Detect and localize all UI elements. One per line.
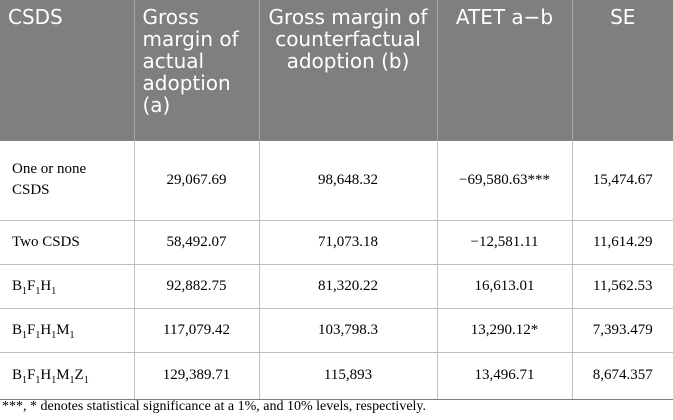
row-label: Two CSDS [0, 220, 135, 265]
cell-atet: −12,581.11 [437, 220, 573, 265]
cell-actual: 58,492.07 [134, 220, 260, 265]
table-row: One or none CSDS 29,067.69 98,648.32 −69… [0, 141, 673, 221]
cell-atet: 13,496.71 [437, 352, 573, 400]
cell-se: 7,393.479 [572, 308, 673, 353]
row-label: B1F1H1M1Z1 [0, 352, 135, 400]
table-row: B1F1H1 92,882.75 81,320.22 16,613.01 11,… [0, 264, 673, 309]
header-row: CSDS Gross margin of actual adoption (a)… [0, 0, 673, 141]
cell-atet: 16,613.01 [437, 264, 573, 309]
header-csds: CSDS [0, 0, 135, 141]
table-row: B1F1H1M1Z1 129,389.71 115,893 13,496.71 … [0, 352, 673, 400]
cell-counterfactual: 98,648.32 [259, 141, 438, 221]
row-label: B1F1H1 [0, 264, 135, 309]
cell-counterfactual: 81,320.22 [259, 264, 438, 309]
cell-counterfactual: 71,073.18 [259, 220, 438, 265]
cell-atet: 13,290.12* [437, 308, 573, 353]
row-label: B1F1H1M1 [0, 308, 135, 353]
cell-atet: −69,580.63*** [437, 141, 573, 221]
cell-counterfactual: 103,798.3 [259, 308, 438, 353]
row-label: One or none CSDS [0, 141, 135, 221]
header-actual-adoption: Gross margin of actual adoption (a) [134, 0, 260, 141]
header-se: SE [572, 0, 673, 141]
cell-se: 11,562.53 [572, 264, 673, 309]
cell-se: 15,474.67 [572, 141, 673, 221]
cell-se: 8,674.357 [572, 352, 673, 400]
cell-actual: 92,882.75 [134, 264, 260, 309]
table-footnote: ***, * denotes statistical significance … [2, 399, 427, 414]
cell-se: 11,614.29 [572, 220, 673, 265]
cell-actual: 129,389.71 [134, 352, 260, 400]
header-counterfactual-adoption: Gross margin of counterfactual adoption … [259, 0, 438, 141]
table-row: B1F1H1M1 117,079.42 103,798.3 13,290.12*… [0, 308, 673, 353]
cell-actual: 29,067.69 [134, 141, 260, 221]
cell-counterfactual: 115,893 [259, 352, 438, 400]
cell-actual: 117,079.42 [134, 308, 260, 353]
table-row: Two CSDS 58,492.07 71,073.18 −12,581.11 … [0, 220, 673, 265]
results-table: CSDS Gross margin of actual adoption (a)… [0, 0, 673, 400]
header-atet: ATET a−b [437, 0, 573, 141]
